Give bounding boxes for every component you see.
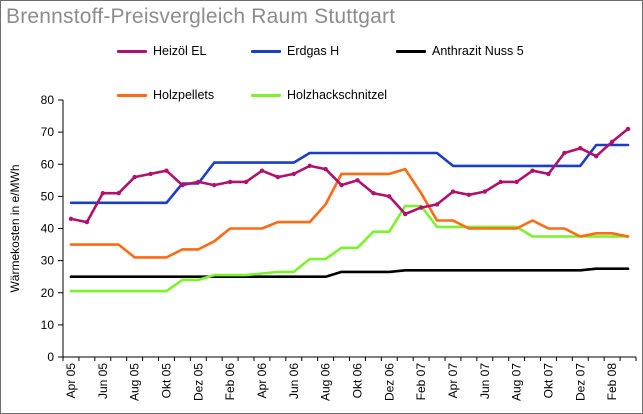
x-tick-label: Apr 05 (64, 363, 78, 399)
y-tick-label: 60 (41, 157, 55, 171)
legend-label: Erdgas H (287, 44, 340, 58)
x-tick-label: Jun 07 (478, 363, 492, 399)
y-tick-label: 70 (41, 125, 55, 139)
data-point (291, 171, 296, 177)
series-line (69, 143, 630, 205)
data-point (625, 126, 631, 132)
series-line (69, 267, 630, 279)
x-tick-label: Okt 07 (541, 363, 555, 399)
data-point (562, 150, 567, 156)
data-point (212, 182, 217, 188)
data-point (116, 190, 121, 196)
y-tick-label: 0 (47, 350, 54, 364)
legend-label: Anthrazit Nuss 5 (432, 44, 524, 58)
chart-title: Brennstoff-Preisvergleich Raum Stuttgart (6, 5, 396, 28)
y-tick-label: 20 (41, 286, 55, 300)
data-point (355, 178, 360, 183)
data-point (196, 179, 201, 185)
x-tick-label: Feb 08 (605, 363, 619, 401)
data-point (482, 189, 487, 194)
legend-entry: Anthrazit Nuss 5 (396, 43, 524, 59)
legend-entry: Holzhackschnitzel (251, 87, 387, 103)
legend-swatch (251, 49, 281, 53)
chart-series (68, 126, 631, 293)
data-point (68, 216, 74, 222)
data-point (371, 190, 376, 196)
y-tick-label: 30 (41, 254, 55, 268)
data-point (403, 211, 408, 217)
chart-ticks: 0 10 20 30 40 50 60 70 80 Apr 05 Jun 05 Aug 05 Okt 0… (41, 93, 637, 401)
x-tick-label: Aug 05 (128, 363, 142, 401)
data-point (84, 219, 90, 225)
y-tick-label: 40 (41, 222, 55, 236)
data-point (259, 168, 265, 173)
data-point (594, 154, 599, 159)
x-tick-label: Jun 05 (96, 363, 110, 399)
data-point (100, 190, 105, 196)
series-line (69, 204, 630, 293)
data-point (450, 189, 456, 194)
x-tick-label: Jun 06 (287, 363, 301, 399)
x-tick-label: Apr 07 (446, 363, 460, 399)
x-tick-label: Dez 06 (382, 363, 396, 401)
legend-label: Heizöl EL (153, 44, 207, 58)
x-tick-label: Dez 05 (191, 363, 205, 401)
legend-swatch (396, 49, 426, 53)
data-point (387, 194, 392, 199)
data-point (307, 163, 312, 169)
data-point (609, 139, 615, 144)
data-point (530, 168, 535, 173)
x-tick-label: Apr 06 (255, 363, 269, 399)
x-tick-label: Feb 06 (223, 363, 237, 401)
legend-swatch (117, 49, 147, 53)
y-tick-label: 80 (41, 93, 55, 107)
series-line (69, 167, 630, 259)
legend-entry: Erdgas H (251, 43, 339, 59)
legend-label: Holzpellets (153, 88, 215, 102)
data-point (275, 174, 281, 180)
legend-entry: Heizöl EL (117, 43, 207, 59)
data-point (418, 205, 424, 210)
y-axis-title: Wärmekosten in e/MWh (8, 164, 22, 292)
data-point (546, 171, 551, 177)
data-point (227, 179, 233, 185)
legend-entry: Holzpellets (117, 87, 214, 103)
data-point (243, 179, 249, 185)
y-tick-label: 10 (41, 318, 55, 332)
legend-label: Holzhackschnitzel (287, 88, 388, 102)
data-point (323, 166, 328, 172)
data-point (339, 182, 344, 188)
x-tick-label: Feb 07 (414, 363, 428, 401)
legend-swatch (117, 93, 147, 97)
x-tick-label: Dez 07 (573, 363, 587, 401)
data-point (498, 179, 503, 185)
data-point (434, 202, 440, 207)
data-point (132, 174, 137, 180)
x-tick-label: Aug 07 (510, 363, 524, 401)
data-point (148, 171, 153, 177)
data-point (466, 192, 472, 197)
y-tick-label: 50 (41, 189, 55, 203)
series-line (69, 127, 630, 224)
data-point (514, 179, 519, 185)
x-tick-label: Aug 06 (319, 363, 333, 401)
x-tick-label: Okt 06 (350, 363, 364, 399)
x-tick-label: Okt 05 (159, 363, 173, 399)
data-point (164, 168, 169, 173)
legend-swatch (251, 93, 281, 97)
data-point (578, 145, 583, 151)
data-point (180, 182, 185, 188)
